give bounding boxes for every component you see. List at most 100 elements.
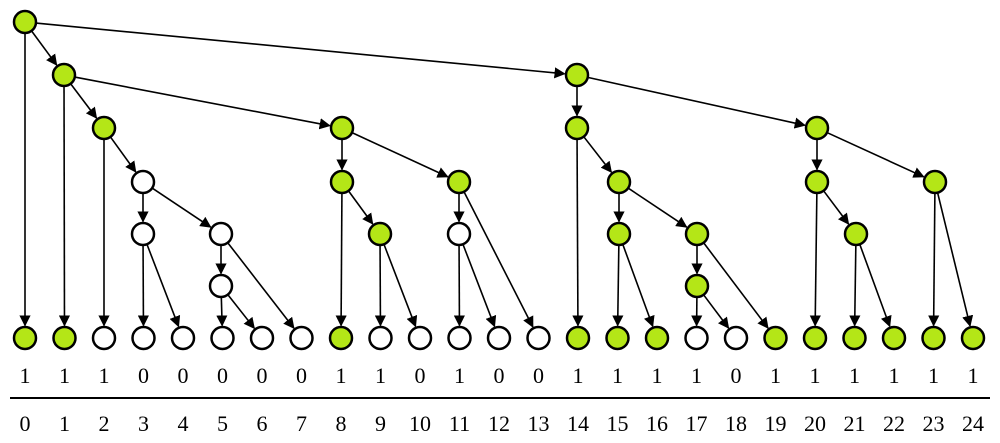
edge-arrow [572, 138, 584, 327]
edge-arrow [216, 296, 228, 327]
edge-arrow [69, 83, 98, 119]
leaf-node [881, 325, 907, 351]
edge-arrow [347, 190, 374, 225]
bit-label: 0 [533, 363, 544, 388]
edge-arrow [30, 30, 58, 66]
edge-arrow [335, 192, 347, 327]
bit-label: 1 [59, 363, 70, 388]
bit-label: 1 [652, 363, 663, 388]
leaf-node [565, 325, 591, 351]
edge-arrow [822, 190, 850, 225]
bit-label: 0 [217, 363, 228, 388]
leaf-node [723, 325, 749, 351]
bit-label: 1 [454, 363, 465, 388]
index-label: 7 [296, 411, 307, 436]
bit-label: 0 [415, 363, 426, 388]
index-label: 6 [257, 411, 268, 436]
leaf-node [368, 325, 393, 351]
tree-node [606, 169, 632, 195]
leaf-node [210, 325, 235, 351]
tree-node [843, 221, 869, 247]
index-label: 8 [336, 411, 347, 436]
tree-node [367, 221, 393, 247]
tree-node [130, 169, 156, 195]
leaf-node [605, 325, 630, 351]
edge-arrow [151, 187, 212, 228]
tree-node [606, 221, 632, 247]
index-label: 17 [686, 411, 708, 436]
index-label: 18 [725, 411, 747, 436]
edge-arrow [702, 294, 730, 329]
edge-arrow [351, 131, 449, 178]
leaf-node [447, 325, 472, 351]
tree-node [208, 221, 234, 247]
edge-arrow [74, 76, 331, 130]
bit-label: 1 [889, 363, 900, 388]
bit-label: 1 [99, 363, 110, 388]
tree-node [684, 273, 710, 299]
bit-label: 0 [138, 363, 149, 388]
index-label: 21 [844, 411, 866, 436]
edge-arrow [849, 244, 861, 327]
bit-label: 1 [968, 363, 979, 388]
index-label: 3 [138, 411, 149, 436]
bit-label: 1 [849, 363, 860, 388]
index-label: 5 [217, 411, 228, 436]
tree-node [130, 221, 156, 247]
leaf-node [486, 325, 512, 351]
index-label: 14 [567, 411, 589, 436]
tree-node [564, 115, 590, 141]
tree-node [446, 169, 472, 195]
edge-arrow [622, 244, 655, 328]
edge-arrow [627, 187, 688, 228]
tree-node [329, 115, 355, 141]
leaf-node [131, 325, 156, 351]
bit-label: 1 [375, 363, 386, 388]
edge-arrow [809, 192, 821, 327]
leaf-node [526, 325, 551, 351]
bit-label: 1 [928, 363, 939, 388]
leaf-node [802, 325, 828, 351]
edge-arrow [928, 192, 940, 327]
edge-arrow [227, 294, 255, 330]
index-label: 22 [883, 411, 905, 436]
bit-label: 0 [494, 363, 505, 388]
index-label: 19 [765, 411, 787, 436]
edge-arrow [612, 244, 624, 327]
tree-node [446, 221, 472, 247]
edge-arrow [826, 131, 925, 178]
index-label: 10 [409, 411, 431, 436]
leaf-node [249, 325, 275, 351]
leaf-node [91, 325, 117, 351]
bit-label: 0 [178, 363, 189, 388]
index-label: 15 [607, 411, 629, 436]
bit-label: 1 [691, 363, 702, 388]
index-label: 9 [375, 411, 386, 436]
index-label: 13 [528, 411, 550, 436]
edge-arrow [859, 244, 892, 328]
leaf-node [644, 325, 670, 351]
index-label: 16 [646, 411, 668, 436]
leaf-node [170, 325, 196, 351]
tree-node [51, 62, 77, 88]
leaf-node [921, 325, 946, 351]
tree-node [564, 62, 590, 88]
bit-label: 1 [612, 363, 623, 388]
tree-node [684, 221, 710, 247]
tree-node [12, 9, 38, 35]
index-label: 11 [449, 411, 470, 436]
bit-label: 1 [573, 363, 584, 388]
edge-arrow [109, 136, 137, 173]
edge-arrow [383, 243, 418, 328]
edge-arrow [146, 243, 181, 328]
bit-label: 1 [810, 363, 821, 388]
tree-node [922, 169, 948, 195]
edge-arrow [463, 191, 534, 328]
leaf-node [407, 325, 433, 351]
edge-arrow [227, 242, 295, 330]
index-label: 24 [962, 411, 984, 436]
bit-label: 1 [20, 363, 31, 388]
bit-label: 1 [770, 363, 781, 388]
tree-node [329, 169, 355, 195]
